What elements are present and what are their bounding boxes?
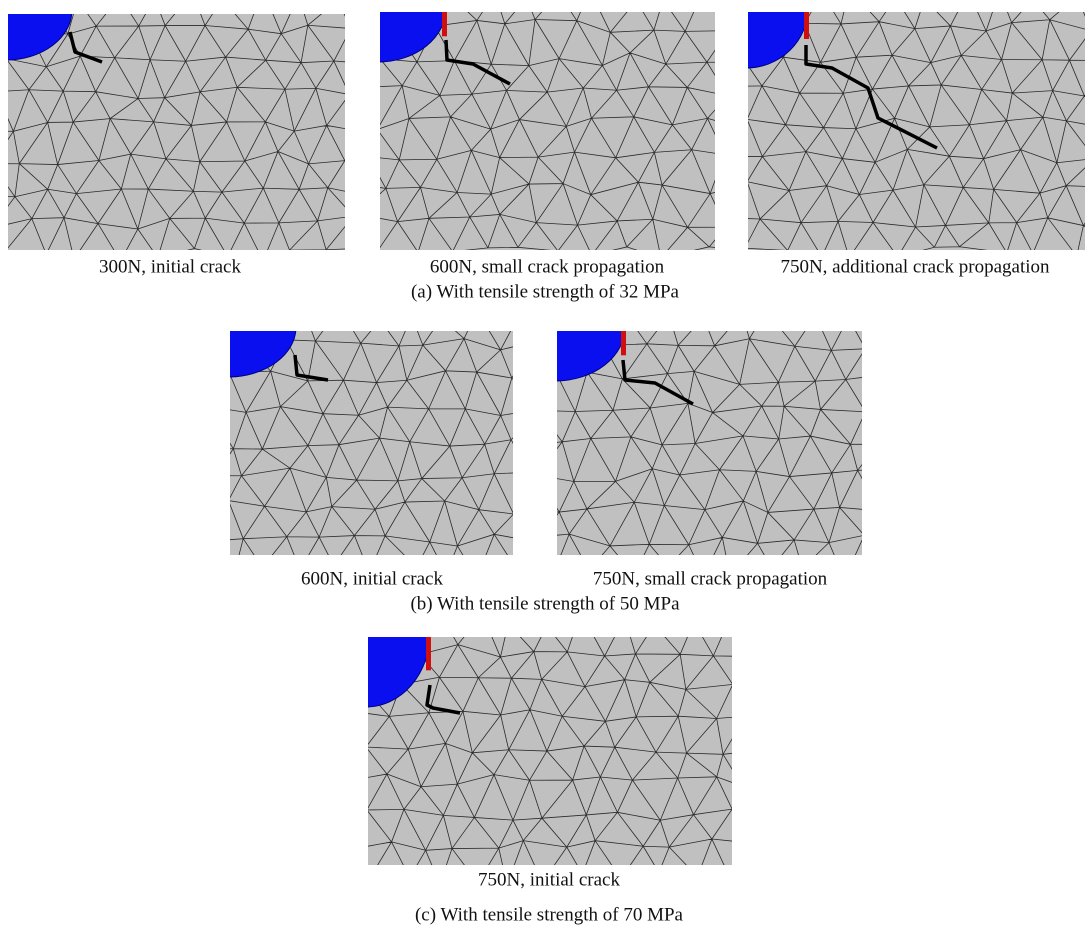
- panel-caption: 600N, small crack propagation: [430, 256, 665, 277]
- indenter: [160, 277, 296, 377]
- group-caption: (a) With tensile strength of 32 MPa: [411, 281, 680, 302]
- contact-zone: [442, 12, 447, 36]
- group-caption: (b) With tensile strength of 50 MPa: [410, 593, 680, 614]
- panel-caption: 750N, additional crack propagation: [780, 256, 1050, 277]
- panel-caption: 600N, initial crack: [301, 568, 443, 589]
- group-caption: (c) With tensile strength of 70 MPa: [415, 904, 684, 925]
- contact-zone: [804, 12, 809, 39]
- panel-caption: 750N, initial crack: [478, 869, 620, 890]
- mesh-panel: [0, 0, 392, 261]
- mesh-panel: [310, 0, 762, 258]
- panel-caption: 750N, small crack propagation: [593, 568, 828, 589]
- figure: 300N, initial crack 600N, small crack pr…: [0, 0, 1091, 935]
- page: {"figure": {"groups": [ {"panels": [{"ca…: [0, 0, 1091, 935]
- mesh-panel: [160, 277, 541, 578]
- mesh-panel: [684, 0, 1091, 258]
- mesh-panel: [485, 273, 904, 579]
- panel-background: [748, 12, 1085, 250]
- contact-zone: [621, 331, 626, 355]
- contact-zone: [426, 637, 431, 670]
- panel-caption: 300N, initial crack: [99, 256, 241, 277]
- panel-background: [380, 12, 715, 250]
